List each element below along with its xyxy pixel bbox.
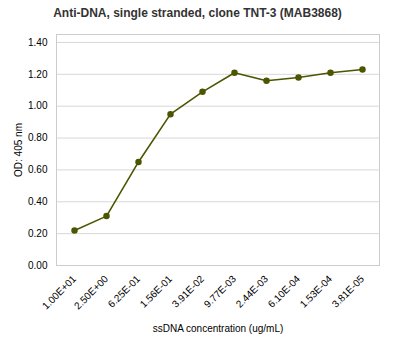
svg-text:3.91E-02: 3.91E-02: [170, 273, 207, 310]
html-text:Anti-DNA, single stranded, clo: Anti-DNA, single stranded, clone TNT-3 (…: [53, 6, 342, 20]
svg-text:0.60: 0.60: [28, 164, 48, 175]
svg-text:1.56E-01: 1.56E-01: [138, 273, 175, 310]
svg-text:OD: 405 nm: OD: 405 nm: [13, 123, 24, 177]
svg-text:0.20: 0.20: [28, 228, 48, 239]
svg-text:3.81E-05: 3.81E-05: [330, 273, 367, 310]
svg-text:1.00E+01: 1.00E+01: [39, 273, 79, 312]
svg-text:1.20: 1.20: [28, 69, 48, 80]
svg-text:2.50E+00: 2.50E+00: [72, 273, 111, 312]
svg-text:ssDNA concentration (ug/mL): ssDNA concentration (ug/mL): [153, 323, 284, 334]
svg-text:6.25E-01: 6.25E-01: [106, 273, 143, 310]
svg-text:0.00: 0.00: [28, 260, 48, 271]
svg-text:0.80: 0.80: [28, 132, 48, 143]
svg-text:1.40: 1.40: [28, 37, 48, 48]
svg-text:9.77E-03: 9.77E-03: [202, 273, 239, 310]
svg-text:1.00: 1.00: [28, 100, 48, 111]
svg-text:2.44E-03: 2.44E-03: [234, 273, 271, 310]
svg-text:1.53E-04: 1.53E-04: [298, 273, 335, 310]
svg-text:6.10E-04: 6.10E-04: [266, 273, 303, 310]
svg-text:0.40: 0.40: [28, 196, 48, 207]
